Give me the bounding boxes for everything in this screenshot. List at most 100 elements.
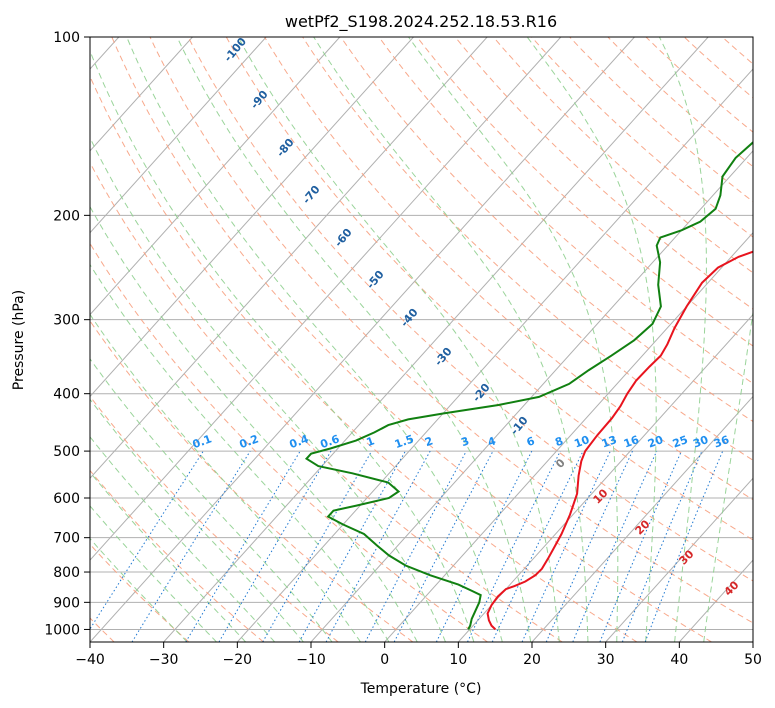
mixing-ratio-line [435, 450, 533, 642]
dewpoint-line [304, 141, 753, 630]
mixing-ratio-line [298, 450, 406, 642]
dry-adiabat-line [149, 37, 753, 624]
mixing-ratio-line [90, 450, 204, 630]
mixing-ratio-line [545, 450, 633, 642]
dry-adiabat-line [90, 395, 339, 642]
y-tick-label: 100 [53, 30, 80, 46]
mixing-ratio-line [131, 450, 251, 642]
isotherm-line [90, 37, 562, 561]
mixing-ratio-line [325, 450, 431, 642]
profile-lines [304, 141, 753, 631]
mixing-ratio-label: 3 [459, 434, 471, 449]
x-tick-label: −20 [223, 652, 253, 668]
background-lines [90, 37, 753, 642]
mixing-ratio-label: 0.4 [288, 432, 311, 451]
y-tick-label: 700 [53, 531, 80, 547]
dry-adiabat-line [111, 37, 712, 642]
isotherm-line [384, 231, 753, 642]
moist-adiabat-line [90, 263, 390, 642]
plot-frame [89, 36, 754, 643]
isotherm-line [90, 37, 488, 480]
mixing-ratio-label: 1 [365, 434, 377, 449]
mixing-ratio-label: 30 [691, 433, 710, 451]
moist-adiabat-line [90, 471, 247, 642]
isotherm-line [90, 37, 341, 316]
y-tick-label: 500 [53, 444, 80, 460]
x-tick-label: 10 [449, 652, 467, 668]
moist-adiabat-line [90, 313, 361, 642]
moist-adiabat-line [703, 308, 753, 642]
y-tick-label: 300 [53, 313, 80, 329]
dry-adiabat-line [416, 37, 753, 347]
mixing-ratio-label: 0.1 [191, 432, 214, 451]
x-tick-label: −40 [75, 652, 105, 668]
chart-title: wetPf2_S198.2024.252.18.53.R16 [285, 12, 557, 32]
moist-adiabat-line [90, 49, 475, 642]
isotherm-line [90, 37, 267, 234]
moist-adiabat-line [90, 358, 333, 642]
x-tick-label: 30 [597, 652, 615, 668]
isotherm-line [752, 641, 753, 642]
x-axis: −40 −30 −20 −10 0 10 20 30 40 50 [75, 642, 762, 668]
mixing-ratio-line [364, 450, 467, 642]
x-tick-label: 40 [670, 652, 688, 668]
moist-adiabat-line [90, 436, 275, 642]
moist-adiabat-line [90, 205, 418, 642]
moist-adiabat-line [313, 37, 589, 642]
isotherm-line [457, 313, 753, 642]
mixing-ratio-label: 4 [486, 434, 498, 449]
x-tick-label: −10 [296, 652, 326, 668]
mixing-ratio-label: 25 [671, 433, 690, 450]
isotherm-line [90, 37, 635, 642]
mixing-ratio-label: 0.6 [318, 432, 341, 451]
moist-adiabat-line [126, 37, 503, 642]
isotherm-line [310, 150, 753, 642]
mixing-ratio-line [599, 450, 682, 642]
mixing-ratio-line [572, 450, 658, 642]
mixing-ratio-label: 36 [712, 433, 731, 451]
x-tick-label: 0 [380, 652, 389, 668]
moist-adiabat-line [176, 37, 532, 642]
moist-adiabat-line [90, 398, 304, 642]
mixing-ratio-label: 8 [553, 434, 565, 449]
mixing-ratio-label: 6 [525, 434, 537, 449]
isotherm-line [90, 37, 193, 152]
isotherm-line [531, 395, 753, 642]
moist-adiabat-line [658, 37, 707, 642]
mixing-ratio-label: 10 [572, 433, 591, 451]
y-tick-label: 400 [53, 387, 80, 403]
isotherm-line [236, 68, 753, 642]
mixing-ratio-line [644, 450, 724, 642]
dry-adiabat-line [90, 161, 563, 642]
moist-adiabat-line [90, 136, 447, 642]
y-tick-label: 600 [53, 491, 80, 507]
y-tick-label: 1000 [44, 622, 80, 638]
x-tick-label: −30 [149, 652, 179, 668]
x-axis-label: Temperature (°C) [360, 681, 482, 697]
moist-adiabat-line [408, 37, 619, 642]
mixing-ratio-label: 1.5 [393, 432, 416, 451]
dry-adiabat-line [90, 469, 264, 642]
moist-adiabat-line [237, 37, 560, 642]
y-tick-label: 900 [53, 595, 80, 611]
temperature-line [486, 250, 753, 631]
moist-adiabat-line [526, 37, 657, 642]
dry-adiabat-line [454, 37, 753, 310]
y-axis-label: Pressure (hPa) [11, 290, 27, 390]
dry-adiabat-line [90, 543, 190, 642]
y-tick-label: 200 [53, 208, 80, 224]
x-tick-label: 20 [523, 652, 541, 668]
mixing-ratio-line [621, 450, 703, 642]
mixing-ratio-label: 16 [622, 433, 641, 451]
isotherm-line [605, 477, 753, 642]
y-tick-label: 800 [53, 565, 80, 581]
line-annotations: -100-90-80-70-60-50-40-30-20-100.1 0.2 0.4… [191, 35, 742, 599]
isotherm-line [163, 37, 709, 642]
mixing-ratio-label: 13 [600, 433, 619, 450]
mixing-ratio-label: 20 [646, 433, 665, 451]
mixing-ratio-label: 2 [423, 434, 435, 449]
mixing-ratio-label: 0.2 [238, 432, 261, 451]
dry-adiabat-line [90, 242, 488, 642]
